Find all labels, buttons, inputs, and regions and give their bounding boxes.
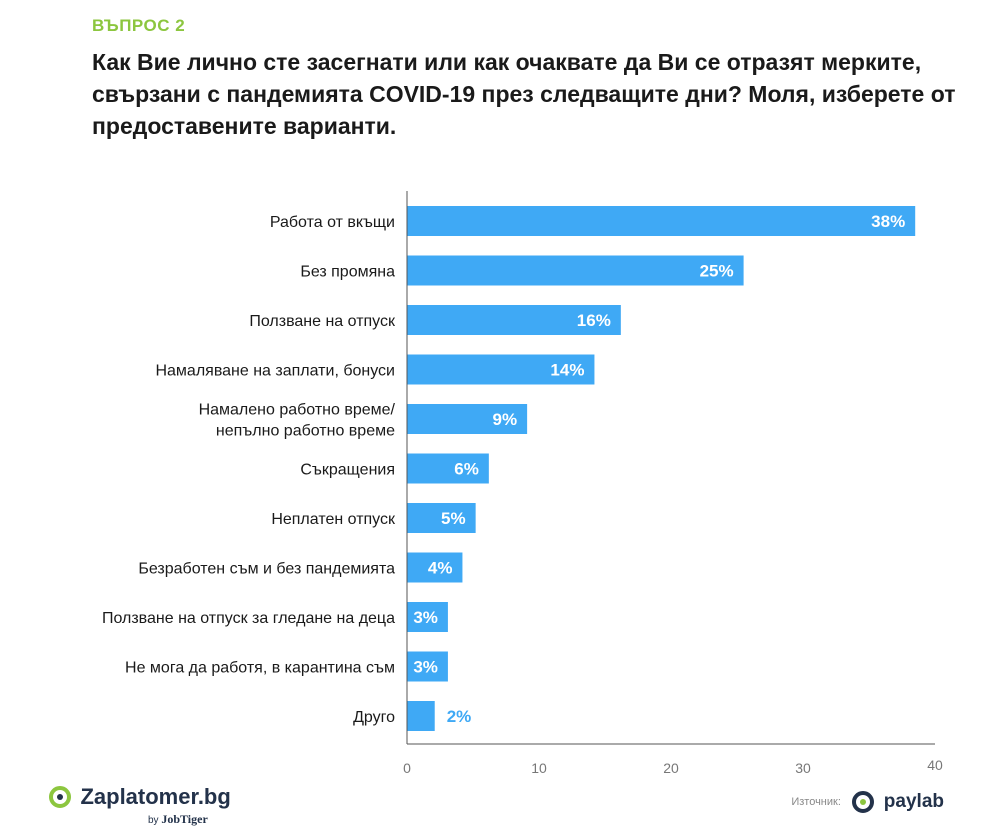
value-label: 14% — [550, 361, 584, 380]
value-label: 3% — [413, 608, 438, 627]
bar — [407, 404, 528, 434]
category-label: Ползване на отпуск — [249, 313, 396, 330]
category-label: Не мога да работя, в карантина съм — [125, 660, 395, 677]
category-label: Ползване на отпуск за гледане на деца — [102, 610, 395, 627]
question-number: ВЪПРОС 2 — [92, 16, 186, 35]
category-label: непълно работно време — [216, 423, 395, 440]
zaplatomer-circle-icon — [49, 786, 71, 808]
bar — [407, 206, 916, 236]
bar — [407, 651, 448, 682]
paylab-circle-icon — [852, 791, 875, 813]
value-label: 6% — [454, 460, 479, 479]
x-tick-label: 0 — [403, 760, 411, 776]
category-label: Безработен съм и без пандемията — [138, 561, 395, 578]
category-label: Намаляване на заплати, бонуси — [155, 363, 395, 380]
bar — [407, 354, 595, 385]
jobtiger-credit: by JobTiger — [148, 812, 208, 827]
value-label: 4% — [428, 559, 453, 578]
zaplatomer-brand: Zaplatomer.bg — [80, 784, 231, 809]
value-label: 5% — [441, 509, 466, 528]
bar — [407, 305, 621, 335]
category-label: Работа от вкъщи — [270, 214, 395, 231]
x-tick-label: 10 — [531, 760, 547, 776]
category-label: Намалено работно време/ — [199, 402, 396, 419]
bar — [407, 602, 448, 632]
jobtiger-name: JobTiger — [161, 812, 208, 826]
by-label: by — [148, 815, 159, 826]
bar — [407, 552, 463, 583]
bar — [407, 255, 744, 286]
value-label: 38% — [871, 212, 905, 231]
bar — [407, 503, 476, 533]
value-label: 25% — [700, 262, 734, 281]
zaplatomer-logo: Zaplatomer.bg by JobTiger — [48, 784, 231, 826]
source-credit: Източник: paylab — [791, 790, 944, 814]
value-label: 16% — [577, 311, 611, 330]
bar — [407, 701, 435, 731]
value-label: 3% — [413, 658, 438, 677]
source-label: Източник: — [791, 796, 841, 808]
x-tick-label: 30 — [795, 760, 811, 776]
category-label: Без промяна — [300, 264, 395, 281]
category-label: Неплатен отпуск — [271, 511, 396, 528]
value-label: 9% — [493, 410, 518, 429]
chart-title: Как Вие лично сте засегнати или как очак… — [92, 49, 956, 139]
x-tick-label: 20 — [663, 760, 679, 776]
category-label: Съкращения — [300, 462, 395, 479]
category-label: Друго — [353, 709, 395, 726]
value-label: 2% — [447, 707, 472, 726]
x-tick-label: 40 — [927, 757, 943, 773]
bar — [407, 453, 489, 484]
paylab-brand: paylab — [883, 791, 944, 812]
